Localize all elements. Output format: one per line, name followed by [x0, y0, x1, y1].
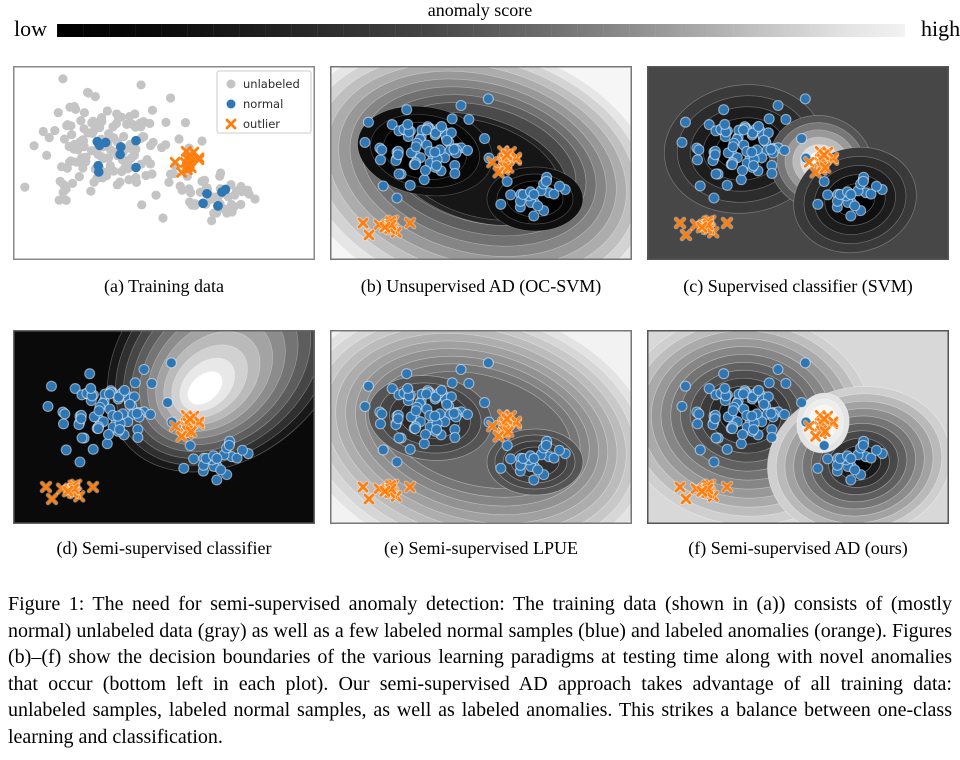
svg-text:outlier: outlier — [243, 117, 280, 131]
figure-caption: Figure 1: The need for semi-supervised a… — [8, 593, 952, 748]
panel-d-plot — [13, 330, 315, 524]
panel-f-caption: (f) Semi-supervised AD (ours) — [688, 538, 908, 558]
panel-b-caption: (b) Unsupervised AD (OC-SVM) — [360, 276, 602, 296]
panel-a-plot: unlabeled normal outlier — [13, 66, 315, 260]
panel-e-caption: (e) Semi-supervised LPUE — [384, 538, 578, 558]
svg-text:normal: normal — [243, 97, 283, 111]
panel-b-plot — [330, 66, 632, 260]
panel-f-plot — [647, 330, 949, 524]
svg-text:unlabeled: unlabeled — [243, 77, 300, 91]
colorbar-title: anomaly score — [427, 0, 533, 20]
colorbar-high-label: high — [921, 16, 960, 41]
panel-e-plot — [330, 330, 632, 524]
panel-c-plot — [647, 66, 949, 260]
panel-d-caption: (d) Semi-supervised classifier — [56, 538, 272, 558]
panel-a-caption: (a) Training data — [104, 276, 224, 296]
colorbar-low-label: low — [14, 16, 47, 41]
anomaly-score-colorbar — [57, 24, 905, 37]
panel-c-caption: (c) Supervised classifier (SVM) — [683, 276, 913, 296]
